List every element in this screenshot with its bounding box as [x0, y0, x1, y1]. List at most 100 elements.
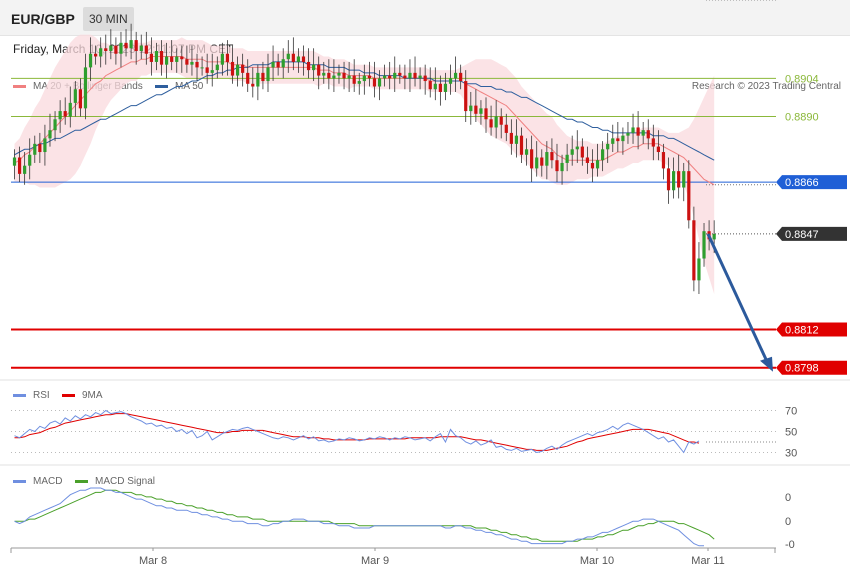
candle-body [651, 138, 655, 147]
candle-body [489, 119, 493, 128]
candle-body [347, 75, 351, 79]
support-price-tag [776, 360, 847, 375]
candle-body [448, 78, 453, 84]
candle-body [281, 59, 285, 68]
candle-body [377, 78, 382, 87]
candle-body [99, 48, 103, 57]
resistance-level-label: 0.8890 [785, 112, 819, 124]
candle-body [317, 64, 321, 76]
candle-body [641, 130, 645, 136]
support-price-tag [776, 322, 847, 337]
candle-body [697, 258, 701, 281]
candle-body [661, 152, 666, 169]
candle-body [149, 53, 153, 62]
support-level-label: 0.8798 [785, 363, 819, 375]
candle-body [388, 75, 392, 79]
macd-legend-swatch [13, 480, 26, 483]
x-axis-tick-label: Mar 10 [580, 555, 614, 567]
candle-body [28, 154, 32, 166]
timeframe-button[interactable]: 30 MIN [83, 7, 134, 31]
candle-body [114, 45, 118, 54]
chart-header: EUR/GBP 30 MIN [0, 0, 850, 36]
candle-body [484, 108, 488, 120]
candle-body [154, 51, 159, 62]
macd-tick-label: 0 [785, 516, 791, 528]
candle-body [575, 146, 579, 150]
candle-body [43, 138, 47, 153]
candle-body [17, 157, 22, 174]
candle-body [53, 119, 57, 131]
candle-body [271, 61, 275, 68]
candle-body [524, 149, 529, 155]
candle-body [403, 75, 407, 79]
ma50-legend-label: MA 50 [175, 81, 204, 92]
candle-body [666, 168, 671, 191]
candle-body [185, 59, 189, 65]
candle-body [423, 75, 427, 82]
resistance-level-label: 0.8904 [785, 73, 819, 85]
candle-body [433, 83, 437, 90]
candle-body [63, 111, 67, 117]
pivot-price-tag [776, 175, 847, 190]
candle-body [180, 56, 184, 60]
candle-body [342, 72, 346, 79]
candle-body [306, 61, 311, 71]
candle-body [555, 160, 559, 172]
rsi-legend-label: RSI [33, 390, 50, 401]
rsi-tick-label: 70 [785, 406, 797, 418]
candle-body [261, 72, 265, 82]
candle-body [68, 102, 72, 117]
pivot-level-label: 0.8866 [785, 177, 819, 189]
candle-body [48, 130, 52, 139]
candle-body [337, 72, 341, 76]
candle-body [312, 64, 316, 71]
candle-body [504, 124, 508, 133]
candle-body [246, 72, 250, 84]
candle-body [78, 89, 83, 109]
macd-legend-label: MACD [33, 476, 62, 487]
macd-signal-line [14, 489, 715, 542]
rsi-ma-legend-swatch [62, 394, 75, 397]
candle-body [266, 67, 270, 82]
candle-body [144, 45, 148, 54]
forecast-arrow-head [760, 356, 773, 372]
candle-body [256, 72, 260, 87]
research-credit: Research © 2023 Trading Central [692, 81, 841, 92]
candle-body [550, 152, 554, 161]
candle-body [585, 157, 590, 163]
candle-body [38, 143, 42, 153]
candle-body [109, 45, 113, 52]
candle-body [362, 75, 366, 82]
candle-body [159, 51, 164, 65]
rsi-tick-label: 30 [785, 448, 797, 460]
candle-body [94, 53, 98, 57]
candle-body [601, 149, 605, 161]
candle-body [225, 53, 230, 62]
candle-body [195, 61, 199, 68]
candle-body [687, 171, 691, 221]
candle-body [636, 127, 640, 136]
candle-body [474, 105, 478, 114]
candle-body [438, 83, 442, 92]
rsi-ma-legend-label: 9MA [82, 390, 103, 401]
candle-body [580, 146, 584, 158]
candle-body [119, 42, 123, 54]
x-axis-tick-label: Mar 8 [139, 555, 167, 567]
macd-signal-legend-swatch [75, 480, 88, 483]
candle-body [200, 67, 204, 69]
candle-body [383, 75, 387, 79]
candle-body [291, 53, 295, 62]
candle-body [398, 72, 402, 76]
candle-body [215, 64, 219, 71]
candle-body [124, 42, 128, 49]
candle-body [322, 72, 326, 76]
candle-body [139, 45, 143, 52]
candle-body [692, 220, 696, 281]
candle-body [535, 157, 539, 169]
candle-body [276, 61, 280, 68]
candle-body [494, 116, 498, 128]
rsi-line [14, 409, 700, 454]
ma50-legend-swatch [155, 85, 168, 88]
candle-body [428, 81, 432, 90]
candle-body [205, 67, 209, 73]
